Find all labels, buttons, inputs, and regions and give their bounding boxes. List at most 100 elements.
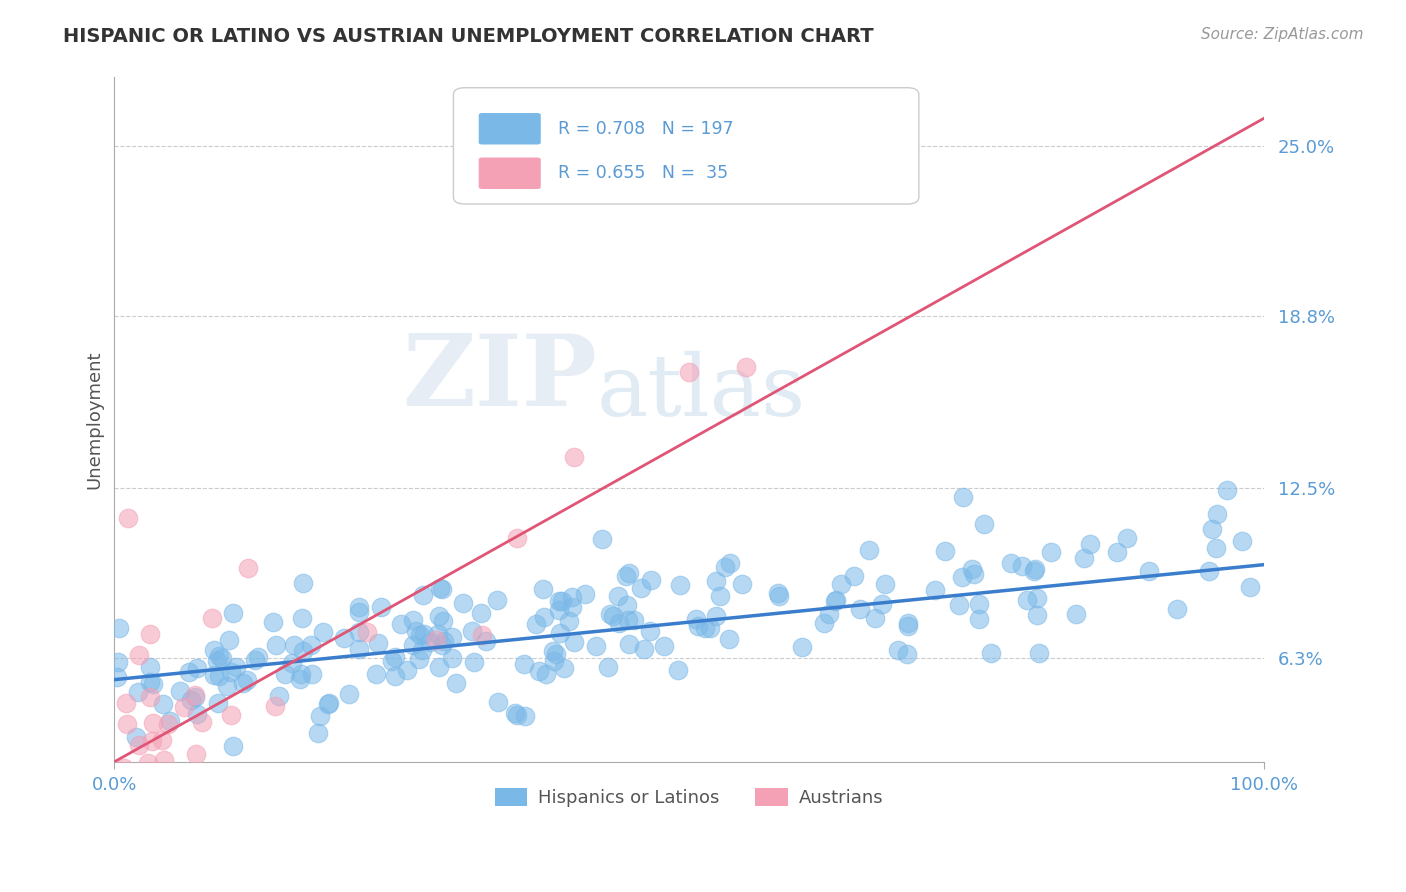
Text: Source: ZipAtlas.com: Source: ZipAtlas.com [1201,27,1364,42]
Point [598,660,620,674]
Point [534,666,557,681]
Point [617,613,640,627]
Point [411,642,433,657]
Point [486,695,509,709]
Point [704,608,727,623]
Point [402,613,425,627]
Point [515,709,537,723]
Point [952,491,974,505]
Point [142,715,165,730]
Point [408,652,430,666]
Point [235,673,257,688]
Point [430,638,453,652]
Text: R = 0.655   N =  35: R = 0.655 N = 35 [558,164,728,182]
Point [685,611,707,625]
Point [451,597,474,611]
Point [813,615,835,630]
Point [262,615,284,629]
Point [766,586,789,600]
Point [152,768,174,782]
Point [128,738,150,752]
Point [384,650,406,665]
Point [267,689,290,703]
Point [429,581,451,595]
Point [585,639,607,653]
Point [461,624,484,639]
Point [718,556,741,570]
Point [318,697,340,711]
Point [1230,533,1253,548]
Point [950,570,973,584]
Point [105,670,128,684]
Point [201,611,224,625]
Point [591,533,613,547]
Point [264,638,287,652]
Point [824,594,846,608]
Point [309,709,332,723]
Point [347,600,370,615]
Point [110,768,132,782]
Point [432,634,454,648]
Point [441,651,464,665]
Point [401,638,423,652]
Point [222,739,245,754]
Point [288,673,311,687]
Point [1239,580,1261,594]
Point [301,666,323,681]
Point [512,657,534,671]
FancyBboxPatch shape [453,87,920,204]
Point [475,634,498,648]
Point [207,697,229,711]
Point [274,666,297,681]
Point [159,714,181,729]
Point [858,543,880,558]
Point [139,674,162,689]
Point [384,669,406,683]
Point [381,654,404,668]
Point [623,613,645,627]
Point [548,625,571,640]
Point [427,609,450,624]
Point [202,642,225,657]
Point [652,639,675,653]
Point [547,594,569,608]
Point [768,589,790,603]
Point [411,588,433,602]
Legend: Hispanics or Latinos, Austrians: Hispanics or Latinos, Austrians [488,781,890,814]
Point [614,569,637,583]
Point [180,693,202,707]
Point [548,603,571,617]
Point [735,360,758,375]
Text: R = 0.708   N = 197: R = 0.708 N = 197 [558,120,734,137]
Point [551,594,574,608]
Point [1015,592,1038,607]
Point [364,667,387,681]
Point [640,573,662,587]
Point [969,612,991,626]
Point [693,620,716,634]
Point [1026,607,1049,622]
Point [973,517,995,532]
Point [136,756,159,770]
Text: HISPANIC OR LATINO VS AUSTRIAN UNEMPLOYMENT CORRELATION CHART: HISPANIC OR LATINO VS AUSTRIAN UNEMPLOYM… [63,27,875,45]
Point [471,628,494,642]
Point [561,590,583,604]
Point [934,543,956,558]
Point [562,635,585,649]
Point [1011,558,1033,573]
Point [543,644,565,658]
Point [219,707,242,722]
Point [186,660,208,674]
Point [924,582,946,597]
Point [524,617,547,632]
Point [215,679,238,693]
Point [179,665,201,680]
Point [718,632,741,646]
FancyBboxPatch shape [478,113,541,145]
Point [1216,483,1239,497]
Point [1024,561,1046,575]
Point [128,648,150,662]
FancyBboxPatch shape [478,158,541,189]
Point [543,654,565,668]
Point [553,661,575,675]
